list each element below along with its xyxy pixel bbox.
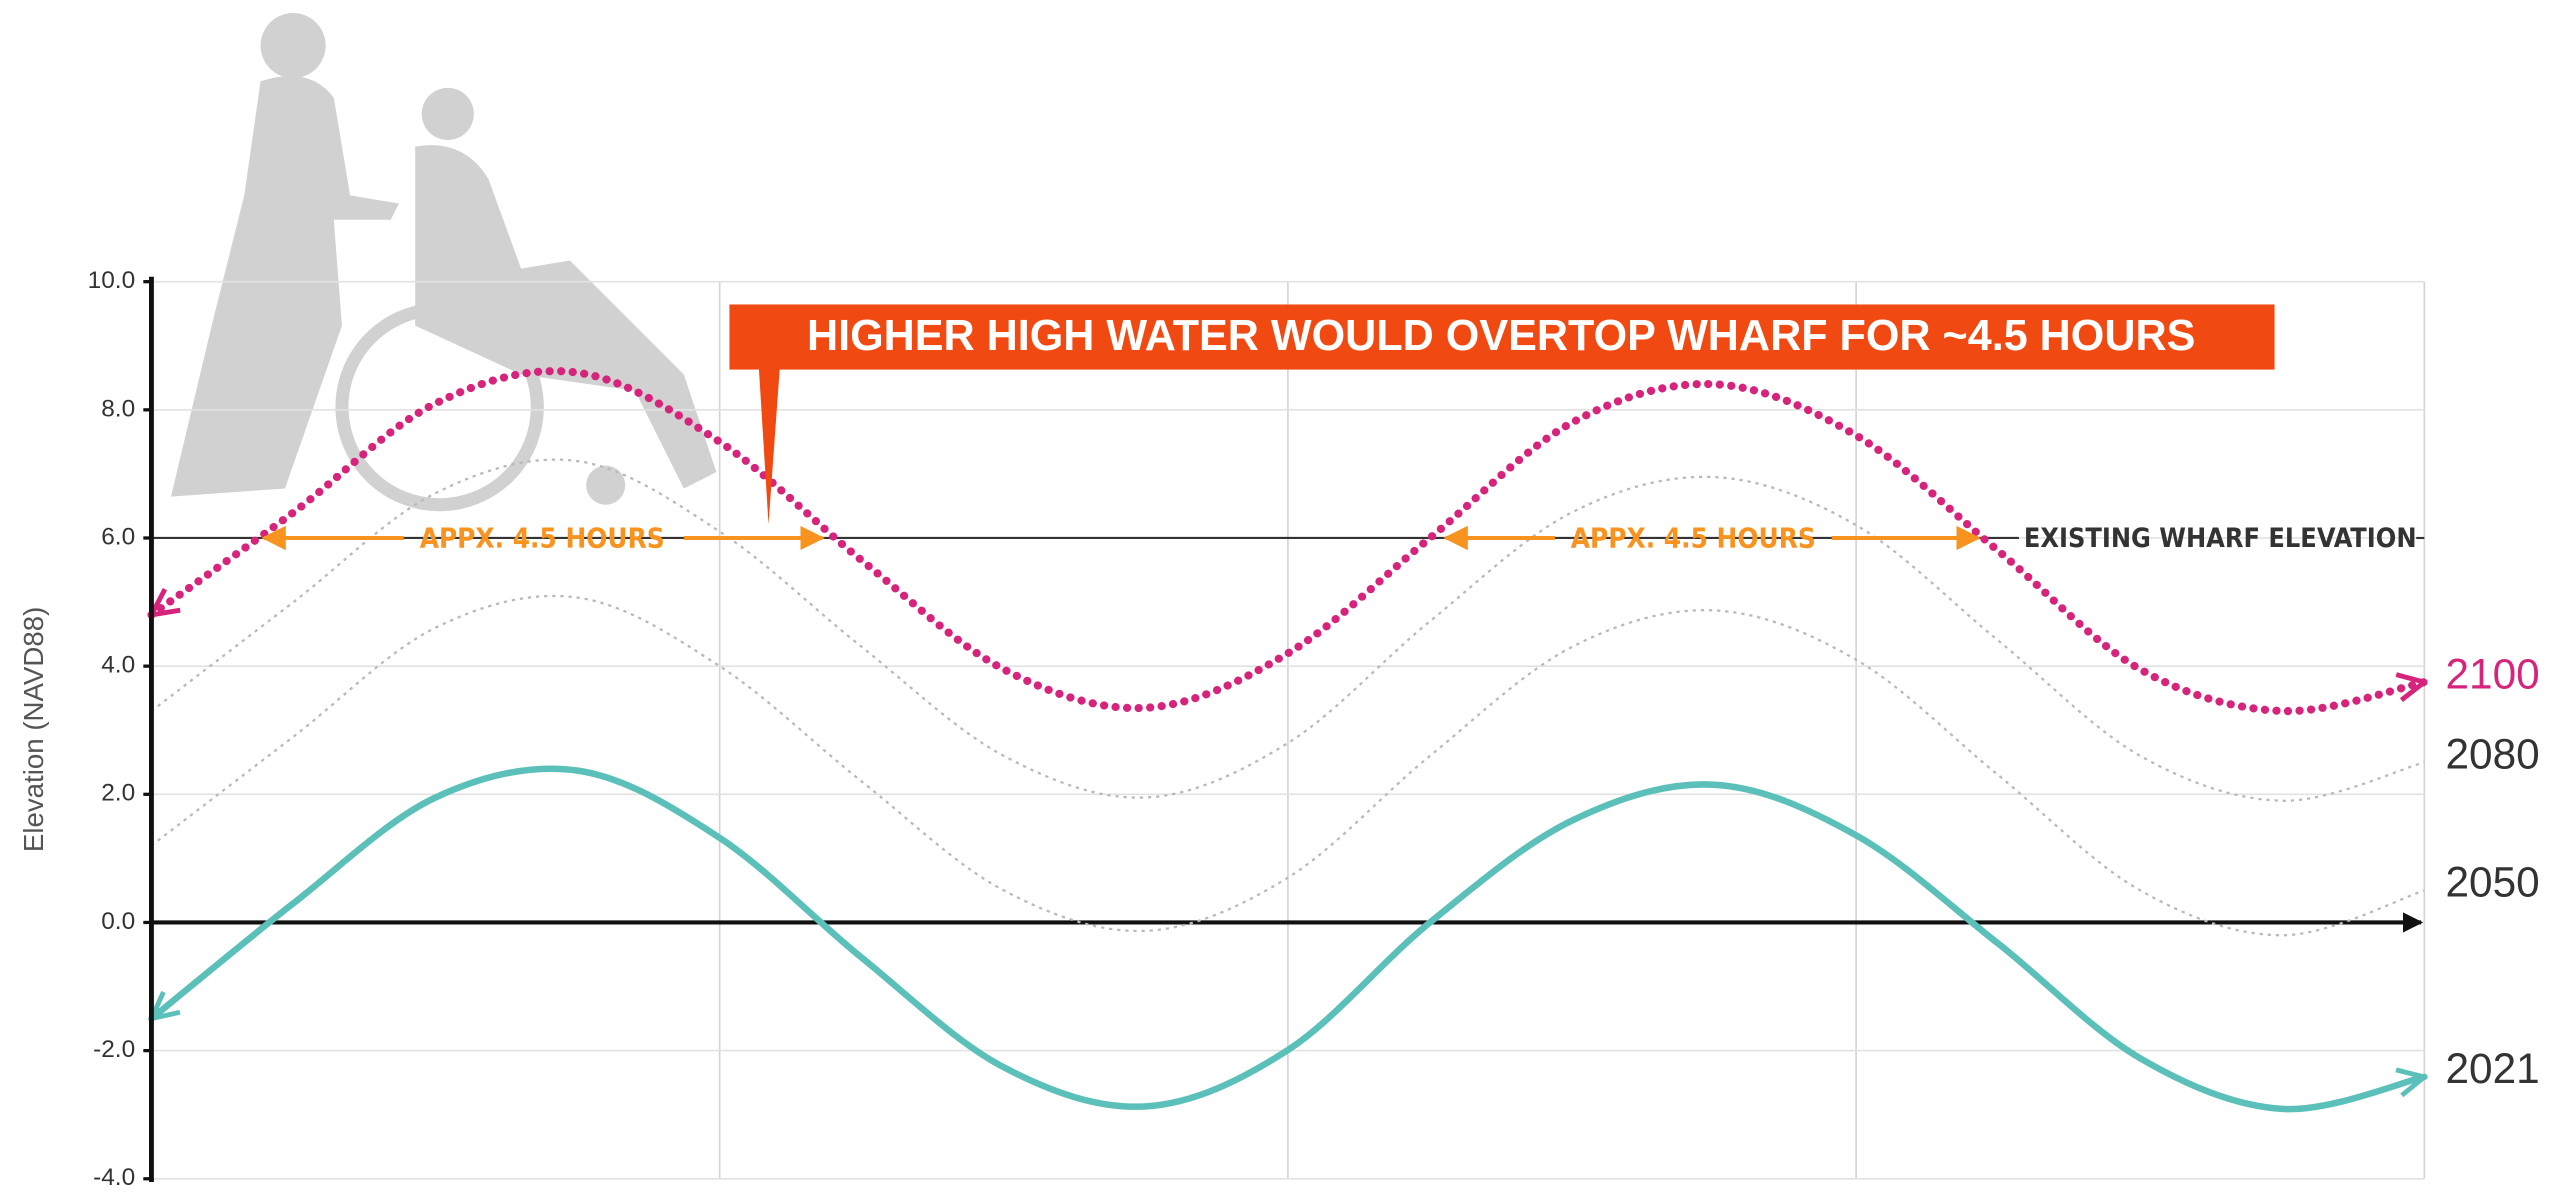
y-tick-label: 8.0 — [101, 395, 135, 422]
y-axis-title: Elevation (NAVD88) — [18, 607, 49, 852]
callout-pointer — [759, 366, 780, 524]
y-tick-label: -4.0 — [93, 1164, 135, 1191]
chart: Elevation (NAVD88) -4.0 -2.0 0.0 2.0 4.0 6.0 8… — [0, 0, 2553, 1194]
reference-label: EXISTING WHARF ELEVATION — [2024, 523, 2417, 554]
y-tick-label: 10.0 — [88, 267, 136, 294]
callout-text: HIGHER HIGH WATER WOULD OVERTOP WHARF FO… — [807, 312, 2195, 360]
y-tick-label: -2.0 — [93, 1036, 135, 1063]
series-label: 2050 — [2446, 859, 2540, 906]
silhouette — [171, 13, 716, 505]
series-label: 2021 — [2446, 1045, 2540, 1092]
duration-label: APPX. 4.5 HOURS — [1571, 522, 1816, 555]
y-tick-label: 6.0 — [101, 523, 135, 550]
duration-label: APPX. 4.5 HOURS — [420, 522, 665, 555]
page: {"chart_data": { "type": "line", "y_labe… — [0, 0, 2553, 1194]
y-tick-label: 4.0 — [101, 652, 135, 679]
y-tick-label: 0.0 — [101, 908, 135, 935]
y-tick-label: 2.0 — [101, 780, 135, 807]
series-label: 2080 — [2446, 731, 2540, 778]
series-label: 2100 — [2446, 650, 2540, 697]
